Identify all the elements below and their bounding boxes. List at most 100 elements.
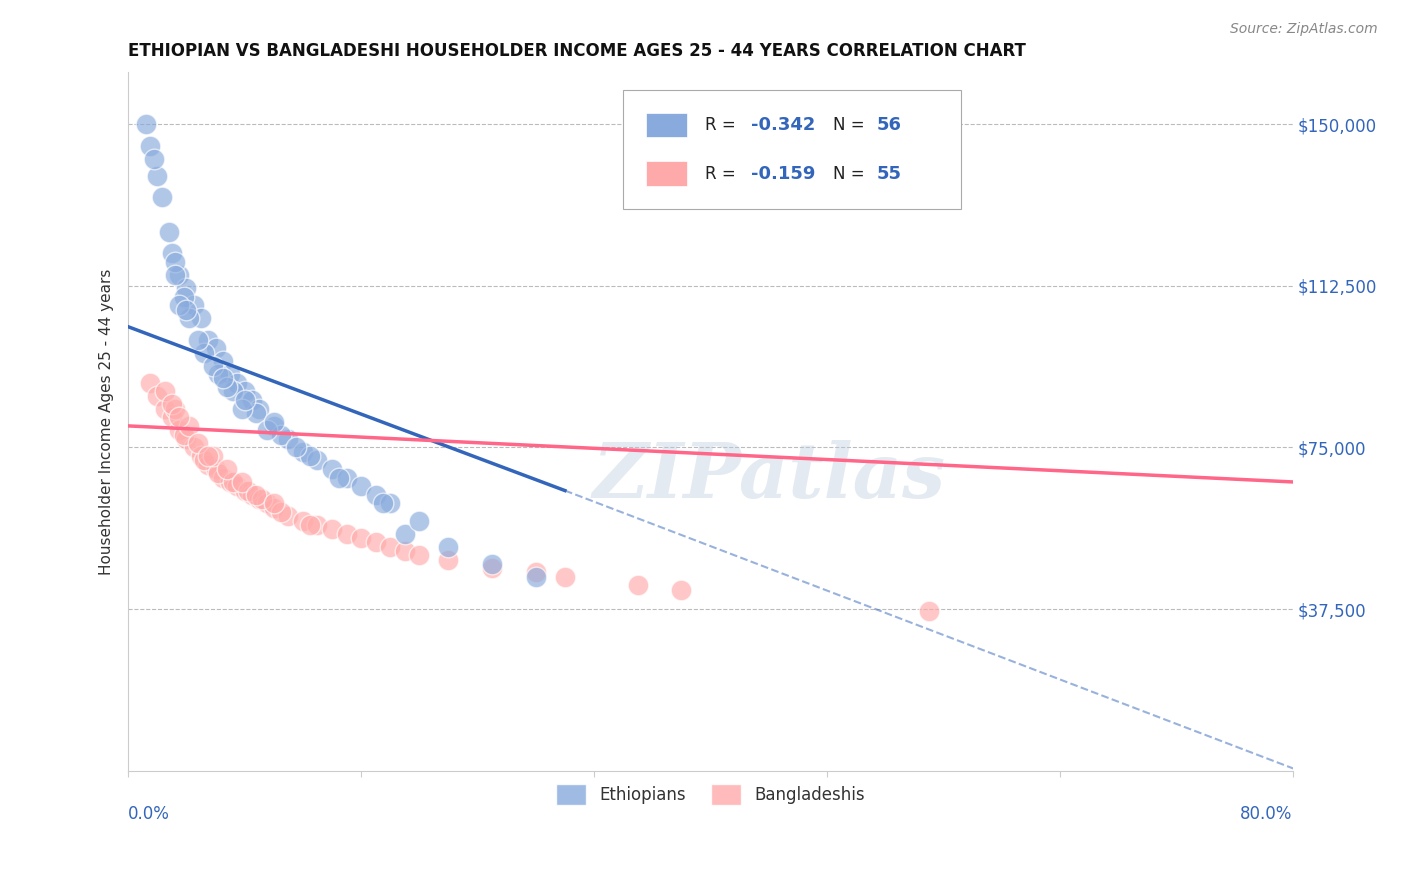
Point bbox=[270, 505, 292, 519]
Point bbox=[408, 548, 430, 562]
Point bbox=[307, 518, 329, 533]
Point bbox=[350, 531, 373, 545]
Point bbox=[163, 268, 186, 282]
Point bbox=[307, 453, 329, 467]
Point bbox=[226, 376, 249, 390]
Point bbox=[212, 470, 235, 484]
Point bbox=[524, 566, 547, 580]
Point bbox=[197, 458, 219, 472]
Point bbox=[207, 367, 229, 381]
Point bbox=[187, 436, 209, 450]
Point bbox=[918, 604, 941, 618]
Point bbox=[240, 392, 263, 407]
Point bbox=[153, 401, 176, 416]
Point bbox=[139, 138, 162, 153]
Point bbox=[245, 488, 267, 502]
FancyBboxPatch shape bbox=[623, 90, 960, 209]
Point bbox=[157, 225, 180, 239]
Point bbox=[256, 496, 278, 510]
Text: R =: R = bbox=[704, 165, 741, 183]
Point bbox=[394, 544, 416, 558]
Point bbox=[143, 152, 166, 166]
Point bbox=[380, 496, 402, 510]
Point bbox=[321, 462, 343, 476]
Point bbox=[263, 418, 285, 433]
Point bbox=[219, 475, 242, 489]
Point bbox=[167, 298, 190, 312]
Point bbox=[236, 483, 259, 498]
Point bbox=[212, 354, 235, 368]
Point bbox=[190, 311, 212, 326]
Point bbox=[250, 492, 273, 507]
Point bbox=[222, 384, 245, 399]
Point bbox=[167, 268, 190, 282]
Point bbox=[217, 462, 239, 476]
Text: N =: N = bbox=[832, 165, 870, 183]
Point bbox=[256, 423, 278, 437]
Text: 80.0%: 80.0% bbox=[1240, 805, 1292, 823]
Point bbox=[233, 483, 256, 498]
Point bbox=[627, 578, 650, 592]
Text: Source: ZipAtlas.com: Source: ZipAtlas.com bbox=[1230, 22, 1378, 37]
Point bbox=[176, 281, 198, 295]
Point bbox=[408, 514, 430, 528]
Y-axis label: Householder Income Ages 25 - 44 years: Householder Income Ages 25 - 44 years bbox=[100, 268, 114, 574]
Point bbox=[380, 540, 402, 554]
Point bbox=[135, 117, 157, 131]
Text: 0.0%: 0.0% bbox=[128, 805, 170, 823]
Point bbox=[193, 453, 215, 467]
Point bbox=[277, 432, 299, 446]
Point bbox=[222, 475, 245, 489]
Point bbox=[233, 384, 256, 399]
Point bbox=[187, 333, 209, 347]
Text: R =: R = bbox=[704, 116, 741, 134]
Point bbox=[231, 475, 253, 489]
Legend: Ethiopians, Bangladeshis: Ethiopians, Bangladeshis bbox=[550, 778, 872, 812]
Point bbox=[437, 552, 460, 566]
Point bbox=[197, 449, 219, 463]
Point bbox=[193, 345, 215, 359]
Point bbox=[183, 441, 205, 455]
Point bbox=[176, 302, 198, 317]
FancyBboxPatch shape bbox=[647, 112, 688, 137]
Point bbox=[371, 496, 394, 510]
FancyBboxPatch shape bbox=[647, 161, 688, 186]
Point bbox=[270, 427, 292, 442]
Point bbox=[201, 359, 224, 373]
Point bbox=[481, 561, 503, 575]
Text: -0.159: -0.159 bbox=[751, 165, 815, 183]
Point bbox=[173, 289, 195, 303]
Point bbox=[207, 467, 229, 481]
Point bbox=[263, 500, 285, 515]
Point bbox=[167, 410, 190, 425]
Point bbox=[247, 492, 270, 507]
Point bbox=[226, 479, 249, 493]
Point bbox=[160, 397, 183, 411]
Point bbox=[328, 470, 350, 484]
Point bbox=[291, 514, 314, 528]
Point bbox=[163, 255, 186, 269]
Point bbox=[284, 441, 307, 455]
Point bbox=[212, 371, 235, 385]
Point bbox=[160, 410, 183, 425]
Point bbox=[150, 190, 173, 204]
Point bbox=[671, 582, 693, 597]
Point bbox=[364, 488, 387, 502]
Point bbox=[153, 384, 176, 399]
Text: 56: 56 bbox=[877, 116, 903, 134]
Point bbox=[263, 415, 285, 429]
Point bbox=[231, 401, 253, 416]
Point bbox=[146, 389, 169, 403]
Point bbox=[179, 418, 201, 433]
Text: -0.342: -0.342 bbox=[751, 116, 815, 134]
Point bbox=[146, 169, 169, 183]
Point bbox=[336, 470, 359, 484]
Point bbox=[139, 376, 162, 390]
Point bbox=[364, 535, 387, 549]
Point bbox=[179, 311, 201, 326]
Point bbox=[554, 570, 576, 584]
Point bbox=[247, 401, 270, 416]
Point bbox=[299, 449, 322, 463]
Point bbox=[394, 526, 416, 541]
Point bbox=[245, 406, 267, 420]
